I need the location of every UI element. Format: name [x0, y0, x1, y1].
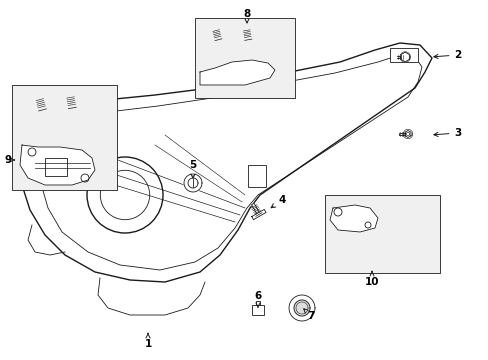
Text: 7: 7 [303, 309, 314, 321]
Text: 2: 2 [433, 50, 461, 60]
Polygon shape [213, 28, 219, 39]
Polygon shape [398, 133, 404, 135]
Polygon shape [329, 205, 377, 232]
Text: 4: 4 [270, 195, 285, 208]
Bar [255, 301, 260, 305]
Polygon shape [37, 96, 43, 108]
Polygon shape [68, 94, 74, 106]
Text: 6: 6 [254, 291, 261, 307]
Polygon shape [251, 203, 259, 214]
Bar [389, 48, 417, 62]
Bar [15, 155, 27, 175]
Polygon shape [183, 174, 202, 192]
Bar [12, 85, 117, 190]
Polygon shape [200, 60, 274, 85]
Bar [45, 158, 67, 176]
Polygon shape [20, 145, 95, 185]
Bar [195, 18, 294, 98]
Polygon shape [211, 36, 225, 43]
Polygon shape [400, 52, 408, 62]
Polygon shape [34, 106, 51, 114]
Polygon shape [244, 27, 249, 38]
Text: 1: 1 [144, 333, 151, 349]
Circle shape [87, 157, 163, 233]
Bar [247, 165, 265, 187]
Bar [325, 195, 439, 273]
Polygon shape [396, 56, 400, 58]
Polygon shape [293, 300, 309, 316]
Text: 10: 10 [364, 271, 379, 287]
Polygon shape [251, 210, 265, 220]
Polygon shape [64, 105, 81, 111]
Polygon shape [241, 37, 255, 43]
Text: 8: 8 [243, 9, 250, 23]
Polygon shape [404, 130, 410, 138]
Text: 9: 9 [4, 155, 15, 165]
Bar [251, 305, 264, 315]
Polygon shape [288, 295, 314, 321]
Text: 3: 3 [433, 128, 461, 138]
Text: 5: 5 [189, 160, 196, 178]
